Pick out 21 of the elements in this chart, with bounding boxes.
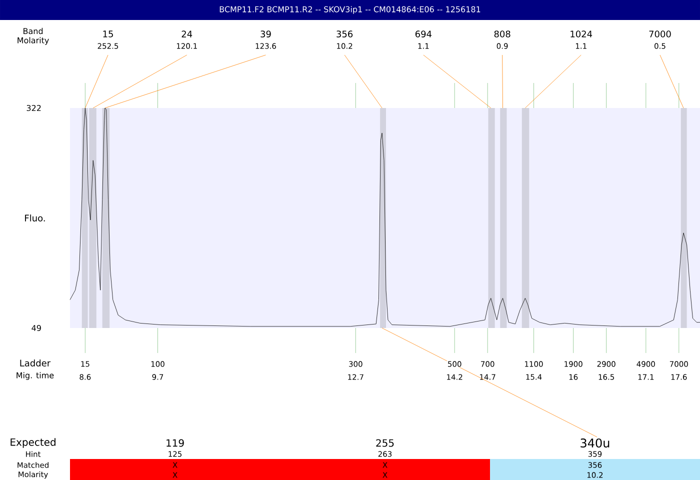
y-tick-label: 49 xyxy=(32,324,41,332)
text: Band xyxy=(24,28,43,34)
line-series xyxy=(70,108,700,327)
text: 1024 xyxy=(570,30,592,38)
text: 24 xyxy=(182,30,192,38)
text: 7000 xyxy=(649,30,671,38)
text: Molarity xyxy=(18,37,49,45)
chart-title: BCMP11.F2 BCMP11.R2 -- SKOV3ip1 -- CM014864:E06 -- 1256181 xyxy=(220,6,480,14)
annotation: 340u xyxy=(580,438,610,448)
text: Expected xyxy=(10,438,56,448)
text: 39 xyxy=(260,30,271,38)
x-axis-title: Mig. time xyxy=(16,372,54,380)
y-axis-title: Fluo. xyxy=(25,214,45,222)
y-tick-label: 322 xyxy=(26,104,41,112)
text: 356 xyxy=(336,30,353,38)
text: 15 xyxy=(103,30,113,38)
text: Ladder xyxy=(20,360,51,366)
text: 119 xyxy=(166,439,184,447)
text: 808 xyxy=(494,30,510,38)
text: 694 xyxy=(415,30,432,38)
text: 255 xyxy=(376,439,394,447)
